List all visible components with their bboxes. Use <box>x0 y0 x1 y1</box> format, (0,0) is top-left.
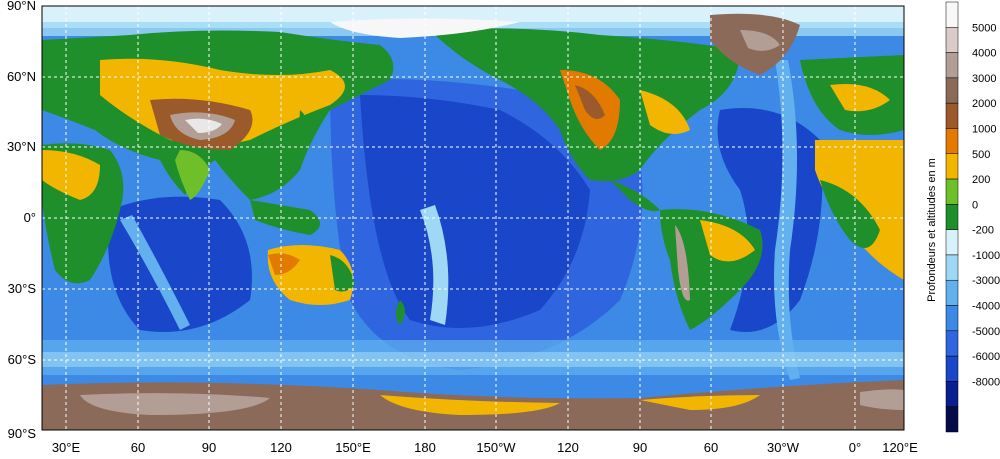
legend-swatch <box>945 279 959 306</box>
lat-label: 60°N <box>7 69 36 84</box>
legend-swatch <box>945 128 959 155</box>
legend-tick-label: 3000 <box>972 73 996 85</box>
legend-tick-label: 0 <box>972 199 978 211</box>
legend: 500040003000200010005002000-200-1000-300… <box>945 1 1000 433</box>
legend-swatch <box>945 77 959 104</box>
legend-tick-label: -6000 <box>972 351 1000 363</box>
lat-label: 90°N <box>7 0 36 13</box>
legend-swatch <box>945 204 959 230</box>
legend-swatch <box>945 305 959 332</box>
lat-label: 0° <box>24 210 36 225</box>
legend-swatch <box>945 330 959 357</box>
lat-label: 60°S <box>8 352 37 367</box>
lat-label: 30°S <box>8 281 37 296</box>
legend-tick-label: -4000 <box>972 301 1000 313</box>
land-layer <box>42 13 904 430</box>
lat-label: 90°S <box>8 426 37 441</box>
legend-tick-label: 200 <box>972 174 990 186</box>
legend-swatch <box>945 229 959 256</box>
legend-title: Profondeurs et altitudes en m <box>926 158 938 302</box>
lon-label: 30°E <box>52 440 81 455</box>
map-border <box>41 5 905 431</box>
lon-label: 150°W <box>476 440 516 455</box>
legend-tick-label: 2000 <box>972 98 996 110</box>
legend-swatch <box>945 178 959 205</box>
graticule <box>42 6 904 430</box>
longitude-labels: 30°E 60 90 120 150°E 180 150°W 120 90 60… <box>52 440 918 455</box>
lat-label: 30°N <box>7 139 36 154</box>
lon-label: 180 <box>414 440 436 455</box>
lon-label: 120°E <box>882 440 918 455</box>
legend-tick-label: -8000 <box>972 376 1000 388</box>
legend-tick-label: -3000 <box>972 275 1000 287</box>
lon-label: 120 <box>270 440 292 455</box>
legend-swatch <box>945 254 959 281</box>
legend-swatch <box>945 381 959 407</box>
legend-swatch <box>945 153 959 180</box>
legend-swatch <box>945 102 959 129</box>
legend-swatch <box>945 52 959 79</box>
legend-tick-label: -200 <box>972 225 994 237</box>
legend-swatch <box>945 406 959 433</box>
legend-swatch <box>945 355 959 382</box>
lon-label: 0° <box>849 440 861 455</box>
lon-label: 90 <box>202 440 216 455</box>
legend-swatch <box>945 27 959 53</box>
latitude-labels: 90°N 60°N 30°N 0° 30°S 60°S 90°S <box>7 0 36 441</box>
legend-tick-label: 4000 <box>972 48 996 60</box>
lon-label: 30°W <box>767 440 800 455</box>
legend-swatch <box>945 1 959 28</box>
legend-tick-label: 500 <box>972 149 990 161</box>
lon-label: 60 <box>704 440 718 455</box>
lon-label: 120 <box>557 440 579 455</box>
legend-tick-label: 1000 <box>972 123 996 135</box>
lon-label: 60 <box>131 440 145 455</box>
legend-tick-label: -5000 <box>972 326 1000 338</box>
lon-label: 150°E <box>335 440 371 455</box>
legend-tick-label: 5000 <box>972 22 996 34</box>
lon-label: 90 <box>633 440 647 455</box>
legend-tick-label: -1000 <box>972 250 1000 262</box>
